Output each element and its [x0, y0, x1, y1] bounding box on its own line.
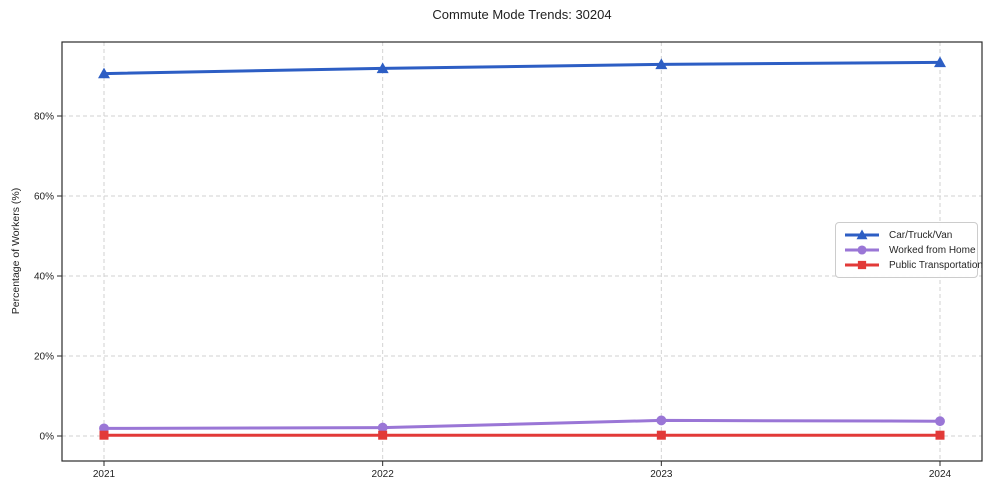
- square-marker: [378, 430, 388, 440]
- legend: Car/Truck/Van Worked from Home Public Tr…: [835, 222, 983, 278]
- plot-border: [61, 41, 983, 462]
- legend-label: Public Transportation: [889, 259, 983, 271]
- series-worked-from-home: [99, 415, 945, 434]
- triangle-marker: [934, 56, 946, 68]
- y-tick-label: 0%: [40, 432, 55, 443]
- y-tick-label: 40%: [34, 272, 54, 283]
- square-marker: [935, 430, 945, 440]
- series-line: [102, 60, 942, 76]
- triangle-marker: [856, 229, 868, 240]
- line-square-marker-icon: [845, 260, 879, 270]
- circle-marker: [935, 416, 945, 427]
- chart-title: Commute Mode Trends: 30204: [432, 7, 612, 22]
- legend-item-public-transportation: Public Transportation: [843, 258, 983, 272]
- square-marker: [99, 430, 109, 440]
- legend-label: Worked from Home: [889, 244, 976, 256]
- line-circle-marker-icon: [845, 245, 879, 255]
- circle-marker: [377, 422, 388, 433]
- x-tick-label: 2023: [650, 469, 673, 480]
- legend-item-car-truck-van: Car/Truck/Van: [843, 228, 971, 242]
- legend-label: Car/Truck/Van: [889, 229, 953, 241]
- circle-marker: [656, 415, 667, 426]
- series-car-truck-van: [98, 56, 946, 79]
- legend-item-worked-from-home: Worked from Home: [843, 243, 976, 257]
- x-tick-label: 2022: [372, 469, 395, 480]
- y-tick-label: 60%: [34, 192, 54, 203]
- x-tick-label: 2021: [93, 469, 116, 480]
- triangle-marker: [655, 58, 668, 70]
- line-triangle-marker-icon: [845, 229, 879, 240]
- square-marker: [857, 260, 867, 270]
- square-marker: [656, 430, 666, 440]
- y-tick-label: 80%: [34, 112, 54, 123]
- triangle-marker: [98, 67, 110, 79]
- x-tick-label: 2024: [929, 469, 952, 480]
- series-line: [102, 418, 942, 430]
- triangle-marker: [376, 62, 389, 74]
- series-public-transportation: [99, 430, 945, 440]
- y-tick-label: 20%: [34, 352, 54, 363]
- circle-marker: [857, 245, 867, 255]
